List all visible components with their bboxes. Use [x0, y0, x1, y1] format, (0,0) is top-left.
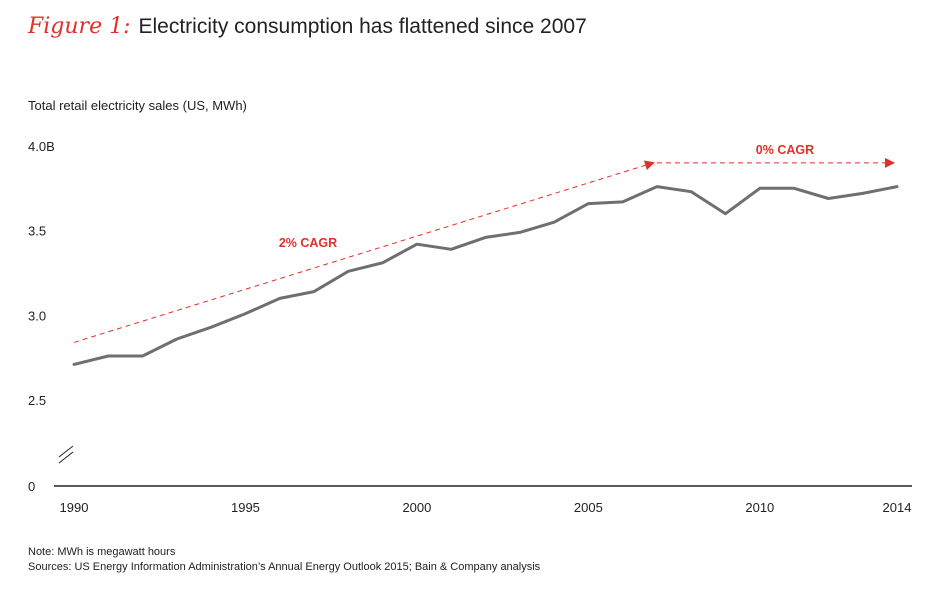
x-tick-label: 1995: [231, 500, 260, 515]
cagr-label: 2% CAGR: [279, 236, 337, 250]
series-line: [72, 185, 899, 366]
x-tick-label: 2010: [745, 500, 774, 515]
x-tick-label: 1990: [60, 500, 89, 515]
y-tick-label: 0: [28, 479, 35, 494]
y-tick-label: 3.5: [28, 224, 46, 239]
cagr-arrow: [73, 160, 655, 343]
axis-break-mark: [58, 451, 74, 464]
figure-label: Figure 1:: [28, 14, 131, 39]
title-text: Electricity consumption has flattened si…: [138, 15, 587, 38]
footnotes: Note: MWh is megawatt hours Sources: US …: [28, 545, 540, 575]
y-axis-label: Total retail electricity sales (US, MWh): [28, 98, 247, 113]
x-tick-label: 2000: [402, 500, 431, 515]
chart-title: Figure 1: Electricity consumption has fla…: [28, 14, 587, 39]
x-tick-label: 2014: [883, 500, 912, 515]
note-text: Note: MWh is megawatt hours: [28, 546, 176, 558]
y-tick-label: 3.0: [28, 308, 46, 323]
line-chart: 0 2.5 3.0 3.5 4.0B 1990 1995 2000 2005 2010 2014 2…: [28, 139, 912, 515]
y-tick-label: 2.5: [28, 393, 46, 408]
sources-text: Sources: US Energy Information Administr…: [28, 561, 541, 573]
axis-break-mark: [58, 445, 74, 458]
cagr-label: 0% CAGR: [756, 143, 814, 157]
x-tick-label: 2005: [574, 500, 603, 515]
y-tick-label: 4.0B: [28, 139, 55, 154]
